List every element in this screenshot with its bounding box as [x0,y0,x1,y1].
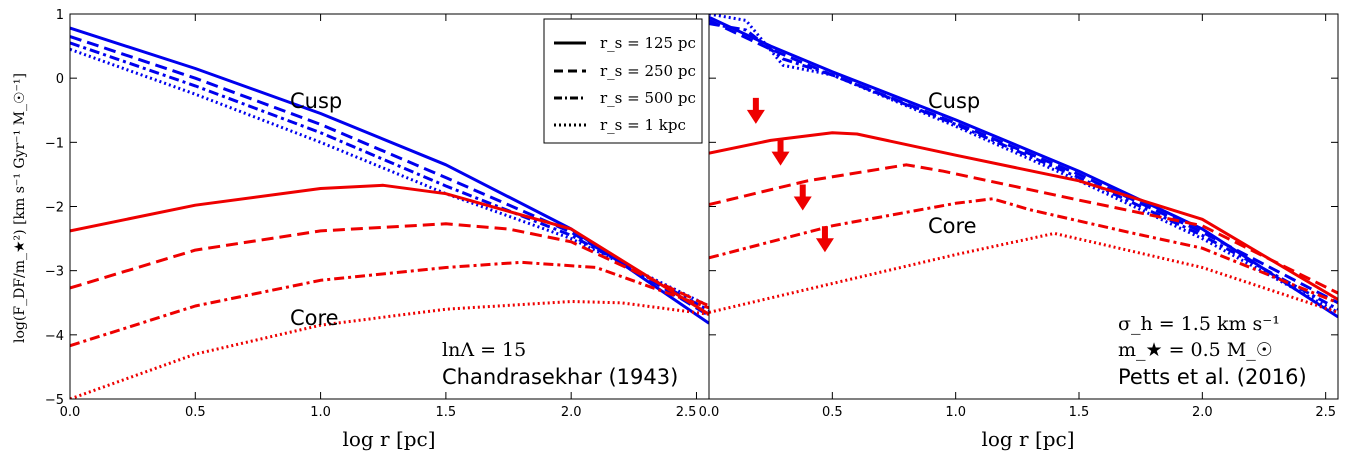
mass-label: m_★ = 0.5 M_☉ [1118,339,1273,361]
x-tick-label: 0.0 [60,405,81,420]
x-tick-label: 0.0 [699,405,720,420]
left-cusp-label: Cusp [290,89,342,113]
legend: r_s = 125 pc r_s = 250 pc r_s = 500 pc r… [543,18,703,144]
chandrasekhar-label: Chandrasekhar (1943) [442,365,678,389]
y-tick-label: −2 [45,201,64,216]
x-tick-label: 2.0 [561,405,582,420]
core-dashed-line [709,163,1338,295]
y-tick-label: −4 [45,329,64,344]
cusp-dashed-line [709,19,1338,305]
petts-label: Petts et al. (2016) [1118,365,1307,389]
arrow-marker [771,139,790,166]
legend-entry: r_s = 125 pc [600,34,696,52]
arrow-marker [793,184,812,211]
core-solid-line [70,183,709,316]
cusp-dashdot-line [70,41,709,312]
x-tick-label: 1.5 [1069,405,1090,420]
arrow-marker [746,97,765,124]
cusp-solid-line [709,15,1338,319]
x-tick-label: 1.5 [436,405,457,420]
x-tick-label: 0.5 [185,405,206,420]
arrow-marker [815,226,834,253]
core-dashdot-line [709,197,1338,305]
x-tick-label: 2.0 [1192,405,1213,420]
cusp-dashed-line [70,35,709,317]
y-axis-label: log(F_DF/m_★²) [km s⁻¹ Gyr⁻¹ M_☉⁻¹] [12,73,28,343]
cusp-dotted-line [70,47,709,308]
left-x-axis-label: log r [pc] [342,427,435,451]
core-dashdot-line [70,260,709,348]
y-tick-label: 1 [56,8,64,23]
sigma-label: σ_h = 1.5 km s⁻¹ [1118,313,1280,335]
core-dotted-line [709,231,1338,314]
right-cusp-label: Cusp [928,89,980,113]
panel-right: 0.0 0.5 1.0 1.5 2.0 2.5 [699,13,1339,420]
core-solid-line [709,131,1338,301]
panel-left: 0.0 0.5 1.0 1.5 2.0 2.5 1 0 −1 −2 −3 −4 −5 [45,8,710,420]
legend-entry: r_s = 1 kpc [600,116,686,134]
legend-entry: r_s = 250 pc [600,62,696,80]
left-core-label: Core [290,306,339,330]
x-tick-label: 0.5 [822,405,843,420]
right-x-axis-label: log r [pc] [981,427,1074,451]
lnlambda-label: lnΛ = 15 [442,339,526,361]
x-tick-label: 2.5 [1315,405,1336,420]
x-tick-label: 2.5 [676,405,697,420]
cusp-dashdot-line [709,22,1338,311]
right-core-label: Core [928,214,977,238]
y-tick-label: −1 [45,136,64,151]
core-dashed-line [70,222,709,308]
y-tick-label: −3 [45,265,64,280]
legend-entry: r_s = 500 pc [600,89,696,107]
x-tick-label: 1.0 [310,405,331,420]
x-tick-label: 1.0 [945,405,966,420]
y-tick-label: −5 [45,393,64,408]
y-tick-label: 0 [56,72,64,87]
